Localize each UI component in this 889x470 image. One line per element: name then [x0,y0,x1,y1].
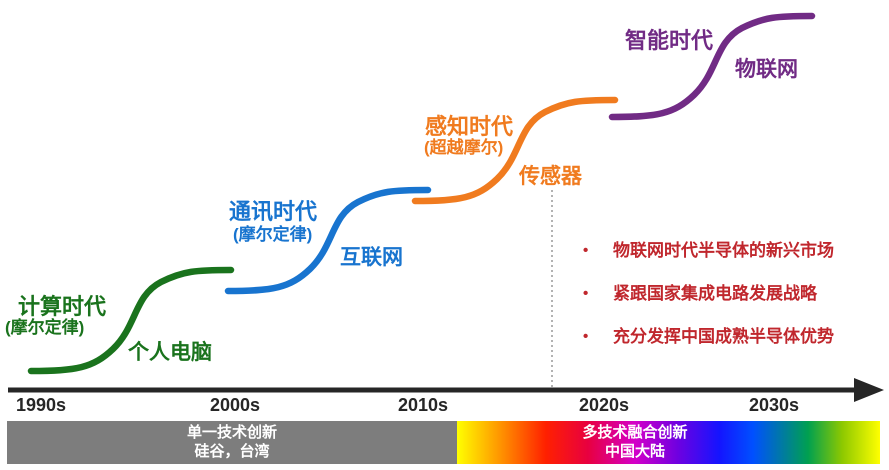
axis-tick-1990s: 1990s [15,395,67,415]
computing-era-driver: 个人电脑 [128,341,212,364]
sensing-era-title: 感知时代 [425,114,514,139]
bullet-text: 紧跟国家集成电路发展战略 [613,284,817,303]
axis-tick-2030s: 2030s [748,395,800,415]
bullet-item: • 物联网时代半导体的新兴市场 [583,241,834,261]
sensing-era-subtitle: (超越摩尔) [424,138,504,157]
sensing-era-curve [411,96,619,205]
multi-tech-band-label: 多技术融合创新 中国大陆 [582,423,687,461]
computing-era-curve [27,266,235,375]
communication-era-driver: 互联网 [340,246,403,269]
bullet-dot-icon: • [583,328,589,345]
multi-tech-band-line2: 中国大陆 [604,443,666,460]
single-tech-band: 单一技术创新 硅谷，台湾 [7,421,457,464]
communication-era-subtitle: (摩尔定律) [233,225,313,244]
axis-tick-2010s: 2010s [397,395,449,415]
axis-tick-2020s: 2020s [578,395,630,415]
axis-tick-2000s: 2000s [209,395,261,415]
intelligence-era-curve [608,12,816,121]
bullet-text: 物联网时代半导体的新兴市场 [613,241,834,260]
communication-era-title: 通讯时代 [229,199,318,224]
highlight-bullet-list: • 物联网时代半导体的新兴市场 • 紧跟国家集成电路发展战略 • 充分发挥中国成… [583,241,834,370]
single-tech-band-line1: 单一技术创新 [186,424,278,441]
bullet-item: • 充分发挥中国成熟半导体优势 [583,327,834,347]
timeline-arrowhead-icon [854,378,884,402]
sensing-era-driver: 传感器 [519,165,582,188]
communication-era-curve [224,186,432,295]
computing-era-title: 计算时代 [18,294,107,319]
bullet-dot-icon: • [583,285,589,302]
single-tech-band-label: 单一技术创新 硅谷，台湾 [187,423,277,461]
bullet-dot-icon: • [583,242,589,259]
multi-tech-band-line1: 多技术融合创新 [582,424,688,441]
bullet-item: • 紧跟国家集成电路发展战略 [583,284,834,304]
intelligence-era-driver: 物联网 [735,58,798,81]
single-tech-band-line2: 硅谷，台湾 [194,443,270,460]
computing-era-subtitle: (摩尔定律) [5,318,85,337]
multi-tech-band: 多技术融合创新 中国大陆 [457,421,880,464]
bullet-text: 充分发挥中国成熟半导体优势 [613,327,834,346]
intelligence-era-title: 智能时代 [625,28,714,53]
